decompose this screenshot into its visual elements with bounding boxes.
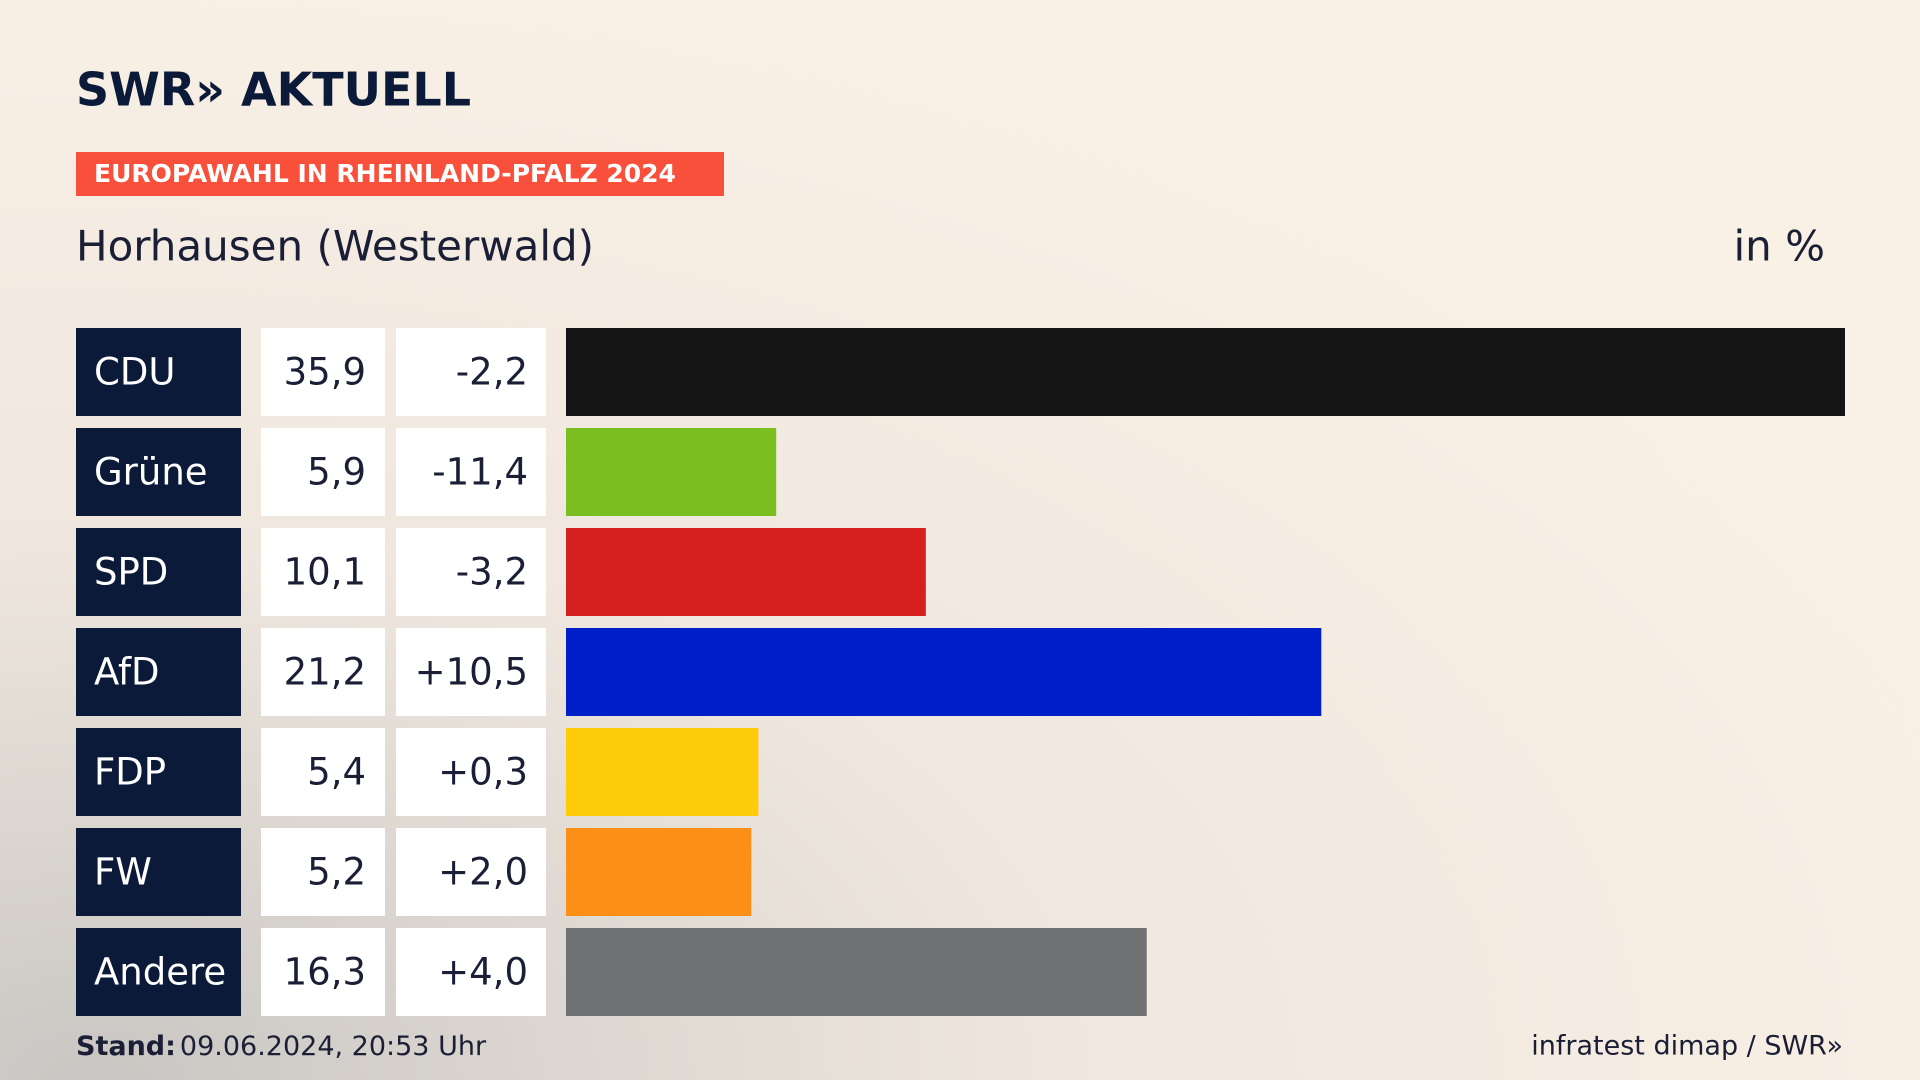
party-box xyxy=(76,628,241,716)
value-box xyxy=(261,928,385,1016)
party-box xyxy=(76,928,241,1016)
chart-title: Horhausen (Westerwald) xyxy=(76,222,594,271)
bar xyxy=(566,828,752,916)
bar xyxy=(566,328,1845,416)
value-box xyxy=(261,828,385,916)
party-label: SPD xyxy=(94,551,168,594)
banner xyxy=(76,152,724,196)
value-label: 10,1 xyxy=(284,551,366,594)
stand-label-text: Stand: xyxy=(76,1031,176,1062)
value-label: 35,9 xyxy=(284,351,366,394)
change-box xyxy=(396,428,546,516)
change-label: +4,0 xyxy=(438,951,528,994)
source: infratest dimap / SWR» xyxy=(1531,1031,1843,1062)
stand-value: 09.06.2024, 20:53 Uhr xyxy=(180,1031,487,1062)
change-box xyxy=(396,528,546,616)
bar xyxy=(566,728,759,816)
change-label: +2,0 xyxy=(438,851,528,894)
value-label: 21,2 xyxy=(284,651,366,694)
value-label: 5,2 xyxy=(307,851,366,894)
bar xyxy=(566,528,926,616)
value-box xyxy=(261,728,385,816)
change-label: -11,4 xyxy=(432,451,528,494)
party-label: Grüne xyxy=(94,451,208,494)
bar xyxy=(566,928,1147,1016)
value-box xyxy=(261,528,385,616)
bar xyxy=(566,428,777,516)
party-box xyxy=(76,528,241,616)
change-label: +0,3 xyxy=(438,751,528,794)
unit-label: in % xyxy=(1733,222,1825,271)
party-label: AfD xyxy=(94,651,160,694)
change-box xyxy=(396,828,546,916)
party-label: FDP xyxy=(94,751,166,794)
party-label: Andere xyxy=(94,951,226,994)
change-box xyxy=(396,328,546,416)
value-label: 16,3 xyxy=(284,951,366,994)
party-label: FW xyxy=(94,851,152,894)
change-label: +10,5 xyxy=(415,651,528,694)
change-label: -3,2 xyxy=(456,551,528,594)
party-label: CDU xyxy=(94,351,175,394)
party-box xyxy=(76,728,241,816)
bar xyxy=(566,628,1322,716)
party-box xyxy=(76,828,241,916)
value-box xyxy=(261,328,385,416)
stand-label: Stand: 09.06.2024, 20:53 Uhr xyxy=(76,1031,487,1062)
party-box xyxy=(76,328,241,416)
logo: SWR» AKTUELL xyxy=(76,63,471,117)
value-box xyxy=(261,628,385,716)
value-box xyxy=(261,428,385,516)
change-box xyxy=(396,628,546,716)
change-box xyxy=(396,728,546,816)
party-box xyxy=(76,428,241,516)
change-label: -2,2 xyxy=(456,351,528,394)
value-label: 5,9 xyxy=(307,451,366,494)
change-box xyxy=(396,928,546,1016)
value-label: 5,4 xyxy=(307,751,366,794)
banner-text: EUROPAWAHL IN RHEINLAND-PFALZ 2024 xyxy=(94,159,676,188)
